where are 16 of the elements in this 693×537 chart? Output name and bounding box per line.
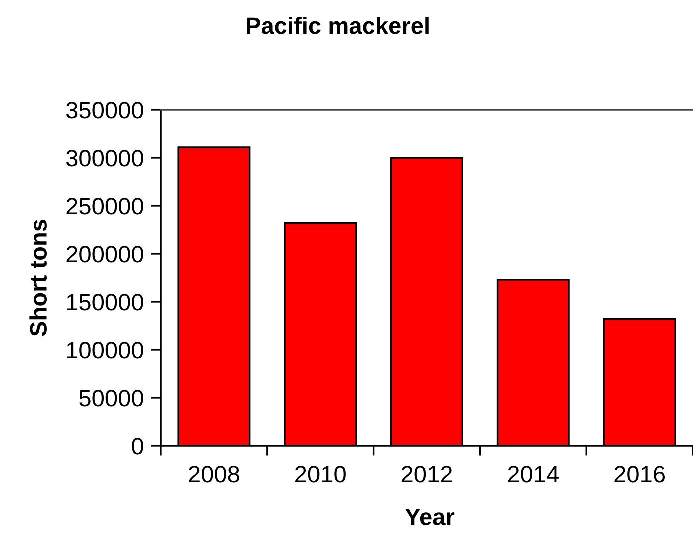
y-tick-label: 350000: [66, 102, 144, 119]
y-tick-label: 150000: [67, 294, 144, 311]
y-tick-label: 0: [132, 438, 144, 455]
y-tick-label: 250000: [66, 198, 144, 215]
x-tick-label: 2014: [508, 466, 559, 483]
y-tick-label: 100000: [67, 342, 144, 359]
chart-title: Pacific mackerel: [247, 16, 429, 34]
x-tick-label: 2012: [402, 466, 452, 483]
y-tick-label: 300000: [66, 150, 144, 167]
x-axis-title: Year: [405, 509, 455, 526]
x-tick-label: 2008: [189, 466, 240, 483]
y-tick-label: 50000: [80, 390, 144, 407]
y-tick-label: 200000: [66, 246, 144, 263]
y-axis-title: Short tons: [30, 220, 47, 336]
x-tick-label: 2010: [296, 466, 346, 483]
x-tick-label: 2016: [614, 466, 666, 483]
